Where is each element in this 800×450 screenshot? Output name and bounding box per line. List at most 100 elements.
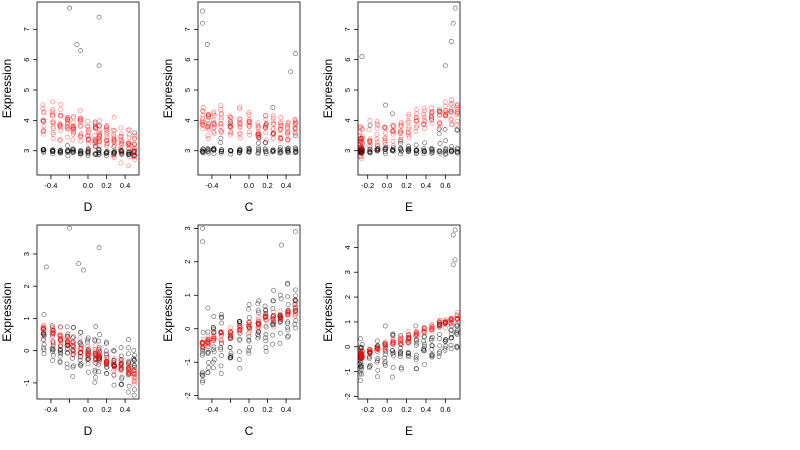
data-point-red bbox=[382, 341, 388, 347]
data-point-red bbox=[367, 353, 373, 359]
y-tick-label: 4 bbox=[343, 118, 352, 122]
data-point-red bbox=[359, 355, 365, 360]
data-point-red bbox=[70, 113, 76, 119]
data-point-red bbox=[125, 142, 131, 148]
data-point-red bbox=[131, 371, 137, 377]
data-point-black bbox=[383, 351, 389, 357]
data-point-red bbox=[131, 136, 137, 142]
data-point-red bbox=[104, 127, 109, 133]
data-point-red bbox=[218, 102, 224, 108]
data-point-red bbox=[237, 325, 243, 331]
data-point-red bbox=[414, 118, 420, 124]
data-point-red bbox=[413, 330, 419, 336]
data-point-red bbox=[429, 111, 434, 117]
data-point-red bbox=[359, 354, 364, 360]
data-point-black bbox=[256, 333, 262, 339]
data-point-red bbox=[205, 341, 211, 347]
data-point-red bbox=[96, 142, 102, 148]
data-point-black bbox=[78, 329, 84, 335]
data-point-red bbox=[246, 330, 251, 336]
data-point-red bbox=[111, 132, 117, 138]
data-point-black bbox=[256, 298, 262, 304]
data-point-red bbox=[125, 363, 131, 369]
data-point-outlier bbox=[200, 8, 206, 14]
data-point-red bbox=[205, 125, 211, 131]
data-point-red bbox=[111, 363, 117, 369]
data-point-red bbox=[85, 123, 90, 129]
data-point-red bbox=[112, 366, 117, 372]
data-point-black bbox=[97, 349, 103, 355]
data-point-red bbox=[93, 123, 98, 129]
data-point-red bbox=[246, 324, 252, 330]
data-point-black bbox=[96, 146, 102, 152]
data-point-red bbox=[205, 339, 211, 345]
data-point-black bbox=[218, 371, 224, 376]
data-point-black bbox=[359, 371, 365, 377]
data-point-outlier bbox=[450, 20, 456, 26]
data-point-black bbox=[406, 354, 412, 360]
data-point-red bbox=[92, 343, 98, 348]
data-point-red bbox=[104, 138, 110, 144]
data-point-red bbox=[442, 325, 448, 330]
data-point-black bbox=[454, 323, 460, 329]
data-point-outlier bbox=[358, 371, 363, 377]
data-point-black bbox=[237, 349, 242, 355]
data-point-black bbox=[78, 150, 83, 156]
data-point-red bbox=[50, 124, 56, 130]
data-point-black bbox=[57, 346, 63, 352]
data-point-black bbox=[277, 315, 283, 321]
data-point-red bbox=[374, 348, 380, 354]
data-point-red bbox=[65, 117, 71, 123]
y-tick-label: 2 bbox=[343, 295, 352, 299]
data-point-red bbox=[285, 311, 291, 317]
data-point-red bbox=[132, 147, 138, 153]
data-point-red bbox=[111, 135, 117, 141]
data-point-red bbox=[390, 124, 396, 129]
data-point-black bbox=[236, 357, 242, 363]
data-point-black bbox=[437, 141, 443, 146]
data-point-red bbox=[263, 317, 269, 322]
data-point-red bbox=[77, 124, 83, 129]
data-point-red bbox=[57, 332, 63, 338]
data-point-red bbox=[358, 353, 364, 359]
data-point-red bbox=[374, 345, 380, 351]
data-point-black bbox=[428, 115, 434, 121]
data-point-red bbox=[262, 314, 268, 320]
data-point-red bbox=[97, 128, 103, 134]
data-point-red bbox=[442, 319, 448, 325]
data-point-red bbox=[358, 130, 363, 135]
data-point-red bbox=[391, 129, 396, 135]
data-point-black bbox=[246, 319, 252, 325]
data-point-black bbox=[292, 133, 298, 139]
data-point-red bbox=[118, 136, 124, 142]
data-point-red bbox=[218, 111, 224, 117]
data-point-red bbox=[126, 140, 131, 146]
data-point-black bbox=[443, 343, 449, 349]
data-point-black bbox=[85, 361, 91, 367]
data-point-red bbox=[413, 330, 419, 336]
data-point-black bbox=[131, 368, 137, 374]
data-point-red bbox=[359, 147, 365, 153]
data-point-red bbox=[428, 325, 434, 331]
data-point-red bbox=[406, 336, 412, 342]
data-point-red bbox=[57, 123, 63, 129]
data-point-black bbox=[256, 329, 262, 335]
data-point-red bbox=[41, 123, 47, 129]
data-point-red bbox=[200, 119, 206, 125]
data-point-red bbox=[218, 329, 224, 335]
data-point-black bbox=[429, 150, 435, 156]
data-point-red bbox=[292, 117, 298, 122]
data-point-outlier bbox=[279, 242, 284, 248]
data-point-red bbox=[200, 112, 206, 118]
data-point-black bbox=[390, 365, 396, 371]
data-point-red bbox=[58, 324, 64, 330]
data-point-red bbox=[118, 160, 124, 166]
data-point-black bbox=[277, 147, 283, 153]
data-point-black bbox=[65, 148, 71, 154]
data-point-red bbox=[218, 128, 224, 134]
data-point-black bbox=[218, 330, 224, 335]
data-point-red bbox=[358, 354, 364, 360]
data-point-red bbox=[125, 163, 131, 169]
data-point-black bbox=[199, 372, 205, 378]
data-point-red bbox=[278, 314, 284, 320]
